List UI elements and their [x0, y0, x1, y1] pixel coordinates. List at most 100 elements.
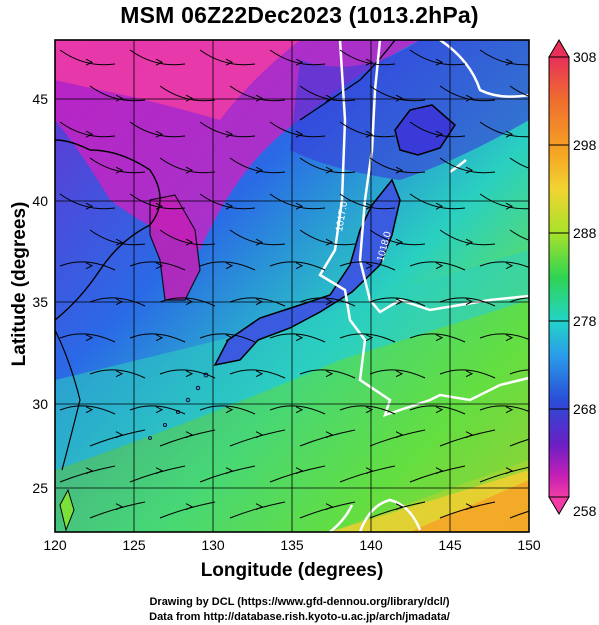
streamline-arrow [85, 467, 94, 475]
streamline [159, 157, 216, 174]
streamline-arrow [505, 58, 514, 66]
colorbar-tick-label: 278 [573, 313, 597, 329]
streamline [339, 49, 396, 66]
streamline-arrow [115, 431, 124, 439]
streamline [409, 193, 466, 210]
streamline [509, 229, 529, 241]
streamline-arrow [465, 94, 474, 102]
streamline [409, 49, 466, 66]
streamline [59, 405, 116, 415]
streamline-arrow [435, 406, 444, 414]
streamline [509, 85, 529, 97]
streamline [479, 261, 529, 269]
streamline [509, 438, 529, 447]
map-title: MSM 06Z22Dec2023 (1013.2hPa) [120, 2, 479, 28]
streamline-arrow [505, 467, 514, 475]
streamline [509, 297, 529, 303]
streamline [339, 121, 396, 138]
streamline [479, 193, 529, 210]
streamline [229, 369, 286, 379]
x-axis-label: Longitude (degrees) [200, 560, 384, 581]
streamline [409, 465, 466, 483]
streamline-arrow [115, 166, 124, 174]
x-tick-label: 125 [122, 537, 146, 553]
streamline [369, 157, 426, 174]
credit-drawing: Drawing by DCL (https://www.gfd-dennou.o… [149, 596, 450, 608]
streamline [269, 465, 326, 483]
streamline [159, 85, 216, 102]
streamline-arrow [185, 166, 194, 174]
streamline-arrow [365, 202, 374, 210]
streamline [229, 501, 286, 519]
streamline [59, 193, 116, 210]
streamline-arrow [295, 406, 304, 414]
plot-frame [54, 39, 530, 533]
streamline-arrow [225, 262, 234, 270]
streamline [409, 261, 466, 271]
streamline [339, 465, 396, 483]
streamline [299, 369, 356, 379]
streamline-arrow [85, 334, 94, 342]
streamline [89, 369, 146, 379]
temperature-field: 1017.0 1018.0 [55, 40, 542, 532]
streamline-arrow [115, 94, 124, 102]
streamline-arrow [85, 406, 94, 414]
streamline-arrow [295, 202, 304, 210]
streamline-arrow [536, 432, 542, 438]
y-tick-label: 35 [32, 294, 48, 310]
streamline [339, 405, 396, 415]
streamline-arrow [85, 202, 94, 210]
streamline-arrow [465, 166, 474, 174]
streamline-arrow [536, 371, 542, 377]
colorbar-max-triangle [548, 39, 570, 58]
streamline-arrow [295, 262, 304, 270]
streamline [269, 121, 326, 138]
colorbar-tick-label: 258 [573, 503, 597, 519]
streamline-arrow [325, 94, 334, 102]
streamline-arrow [395, 94, 404, 102]
streamline [509, 510, 529, 519]
wind-streamlines [59, 49, 542, 519]
y-axis-label: Latitude (degrees) [9, 201, 30, 367]
streamline [439, 229, 496, 246]
streamline-arrow [465, 503, 474, 511]
streamline-arrow [505, 202, 514, 210]
streamline [229, 297, 286, 307]
streamline [89, 157, 146, 174]
streamline-arrow [185, 238, 194, 246]
streamline-arrow [395, 238, 404, 246]
streamline-arrow [115, 370, 124, 378]
streamline-arrow [255, 94, 264, 102]
streamline-arrow [225, 130, 234, 138]
streamline-arrow [225, 406, 234, 414]
streamline [439, 369, 496, 379]
streamline-arrow [395, 431, 404, 439]
streamline [409, 333, 466, 343]
streamline-arrow [395, 503, 404, 511]
streamline [89, 297, 146, 307]
x-tick-label: 150 [517, 537, 541, 553]
streamline-arrow [325, 238, 334, 246]
streamline [159, 369, 216, 379]
streamline-arrow [255, 166, 264, 174]
streamline-arrow [365, 406, 374, 414]
streamline-arrow [185, 503, 194, 511]
streamline [59, 261, 116, 271]
streamline [299, 429, 356, 447]
streamline-arrow [255, 238, 264, 246]
streamline [269, 193, 326, 210]
streamline-arrow [115, 238, 124, 246]
streamline [199, 121, 256, 138]
streamline [339, 333, 396, 343]
streamline-arrow [365, 130, 374, 138]
streamline [339, 193, 396, 210]
streamline-arrow [85, 58, 94, 66]
streamline-arrow [185, 370, 194, 378]
streamline [269, 49, 326, 66]
streamline-arrow [155, 406, 164, 414]
streamline [409, 405, 466, 415]
streamline-arrow [185, 94, 194, 102]
x-tick-label: 135 [280, 537, 304, 553]
streamline-arrow [155, 58, 164, 66]
colorbar: 308 298 288 278 268 258 [548, 39, 597, 519]
